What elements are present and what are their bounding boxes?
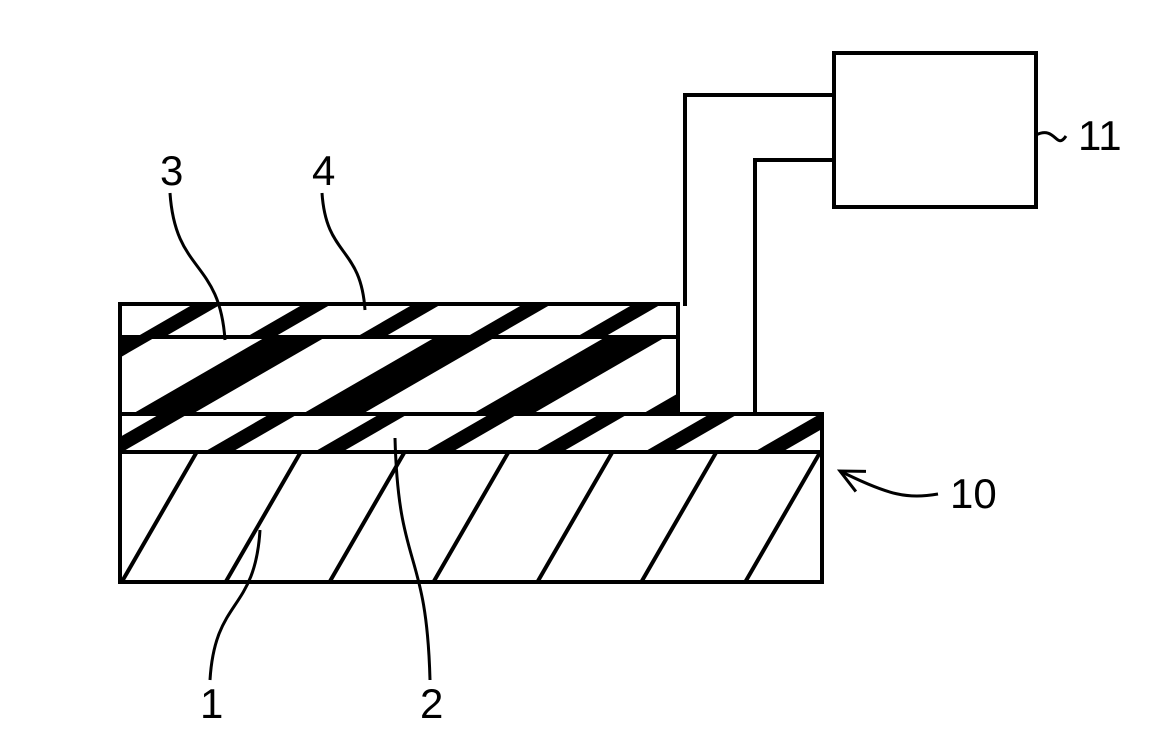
leader-2 — [395, 438, 430, 680]
block-11 — [834, 53, 1036, 207]
leader-1 — [210, 530, 260, 680]
label-3: 3 — [160, 147, 183, 194]
label-1: 1 — [200, 680, 223, 727]
leader-4 — [322, 193, 365, 310]
leader-10-arrow — [840, 471, 938, 496]
label-2: 2 — [420, 680, 443, 727]
label-4: 4 — [312, 147, 335, 194]
label-11: 11 — [1078, 112, 1122, 159]
leader-11 — [1036, 133, 1066, 141]
technical-diagram: 3 4 1 2 10 11 — [0, 0, 1158, 743]
label-10: 10 — [950, 470, 997, 517]
wire-top — [685, 95, 834, 304]
layer-3 — [0, 0, 1158, 743]
wire-bot — [755, 160, 834, 414]
